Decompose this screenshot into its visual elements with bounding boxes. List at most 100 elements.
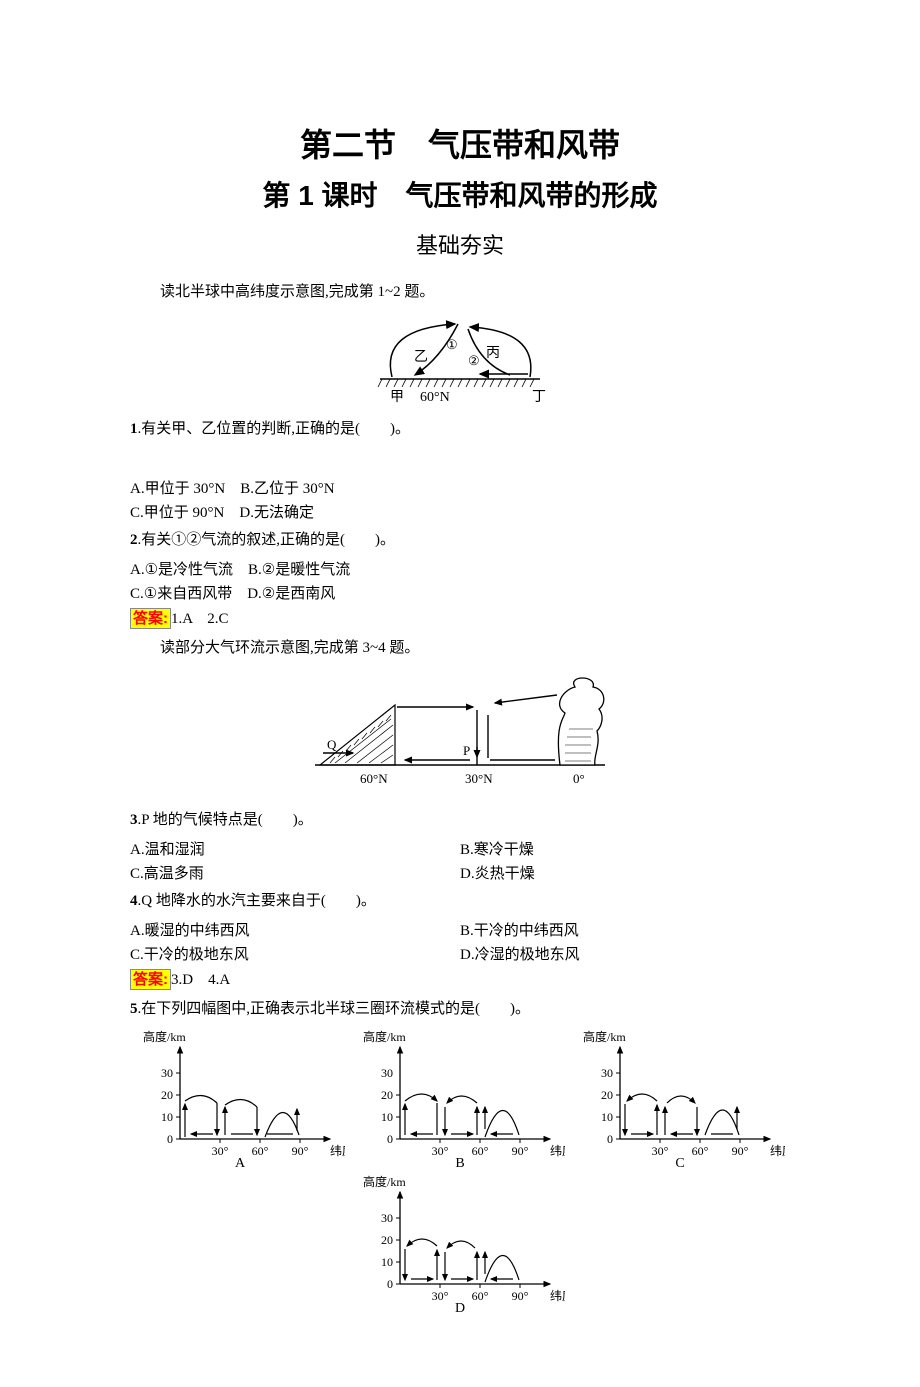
q3-optC: C.高温多雨 <box>130 862 460 883</box>
q3-num: 3 <box>130 812 138 828</box>
chartB-x0: 30° <box>432 1144 449 1158</box>
q1-optA: A.甲位于 30°N <box>130 481 225 497</box>
q1-blank <box>130 447 790 471</box>
q4-optC: C.干冷的极地东风 <box>130 943 460 964</box>
q3-optA: A.温和湿润 <box>130 838 460 859</box>
chartC-xlabel: 纬度 <box>770 1143 785 1158</box>
chartC-y3: 30 <box>601 1066 613 1080</box>
fig2-Q: Q <box>327 737 337 752</box>
q5-body: .在下列四幅图中,正确表示北半球三圈环流模式的是( )。 <box>138 1001 531 1017</box>
chartC-x1: 60° <box>692 1144 709 1158</box>
sub-title: 第 1 课时 气压带和风带的形成 <box>130 174 790 214</box>
fig2-lat0: 0° <box>573 771 585 786</box>
chartB-y0: 0 <box>387 1132 393 1146</box>
q2-text: 2.有关①②气流的叙述,正确的是( )。 <box>130 528 790 552</box>
chartA-y2: 20 <box>161 1088 173 1102</box>
chartB-x2: 90° <box>512 1144 529 1158</box>
q1-opts-ab: A.甲位于 30°N B.乙位于 30°N <box>130 477 790 498</box>
chartA-y1: 10 <box>161 1110 173 1124</box>
q2-optB: B.②是暖性气流 <box>248 562 350 578</box>
q4-text: 4.Q 地降水的水汽主要来自于( )。 <box>130 889 790 913</box>
q2-opts-cd: C.①来自西风带 D.②是西南风 <box>130 582 790 603</box>
chartC-y0: 0 <box>607 1132 613 1146</box>
figure-1: 甲 60°N 丁 乙 ① ② 丙 <box>130 309 790 409</box>
chartC-x2: 90° <box>732 1144 749 1158</box>
chartA-label: A <box>235 1156 246 1169</box>
q4-body: .Q 地降水的水汽主要来自于( )。 <box>138 893 376 909</box>
fig2-lat30: 30°N <box>465 771 493 786</box>
q1-optC: C.甲位于 90°N <box>130 505 224 521</box>
q4-optA: A.暖湿的中纬西风 <box>130 919 460 940</box>
chartA-y0: 0 <box>167 1132 173 1146</box>
figure-2: Q P 60°N 30°N 0° <box>130 665 790 800</box>
chartB-xlabel: 纬度 <box>550 1143 565 1158</box>
fig2-P: P <box>463 743 470 758</box>
chartB-y3: 30 <box>381 1066 393 1080</box>
fig1-label-bing: 丙 <box>486 346 500 361</box>
chartD-y1: 10 <box>381 1255 393 1269</box>
q1-num: 1 <box>130 421 138 437</box>
q3-text: 3.P 地的气候特点是( )。 <box>130 808 790 832</box>
main-title: 第二节 气压带和风带 <box>130 120 790 166</box>
chart-A: 高度/km 0 10 20 30 30° 60° 90° 纬度 <box>130 1029 350 1174</box>
ans12-label: 答案: <box>130 608 171 629</box>
chartD-x0: 30° <box>432 1289 449 1303</box>
fig1-label-ding: 丁 <box>532 390 546 404</box>
ans12: 答案:1.A 2.C <box>130 607 790 628</box>
fig1-label-mark1: ① <box>446 337 458 352</box>
q2-num: 2 <box>130 532 138 548</box>
ans34-label: 答案: <box>130 969 171 990</box>
chart-C: 高度/km 0 10 20 30 30° 60° 90° 纬度 <box>570 1029 790 1174</box>
chart-D: 高度/km 0 10 20 30 30° 60° 90° 纬度 <box>350 1174 570 1319</box>
q5-num: 5 <box>130 1001 138 1017</box>
chartB-x1: 60° <box>472 1144 489 1158</box>
chartA-y3: 30 <box>161 1066 173 1080</box>
section-title: 基础夯实 <box>130 228 790 260</box>
chartA-ylabel: 高度/km <box>143 1029 186 1044</box>
q3-body: .P 地的气候特点是( )。 <box>138 812 313 828</box>
q4-optB: B.干冷的中纬西风 <box>460 919 790 940</box>
q1-text: 1.有关甲、乙位置的判断,正确的是( )。 <box>130 417 790 441</box>
ans12-text: 1.A 2.C <box>171 611 229 627</box>
q4-optD: D.冷湿的极地东风 <box>460 943 790 964</box>
fig1-label-lat: 60°N <box>420 390 450 404</box>
q4-opts-row2: C.干冷的极地东风 D.冷湿的极地东风 <box>130 943 790 964</box>
q2-optA: A.①是冷性气流 <box>130 562 233 578</box>
chartA-xlabel: 纬度 <box>330 1143 345 1158</box>
q3-optB: B.寒冷干燥 <box>460 838 790 859</box>
q1-body: .有关甲、乙位置的判断,正确的是( )。 <box>138 421 411 437</box>
chartD-x1: 60° <box>472 1289 489 1303</box>
ans34-text: 3.D 4.A <box>171 972 230 988</box>
chartA-x1: 60° <box>252 1144 269 1158</box>
q1-optD: D.无法确定 <box>239 505 314 521</box>
fig1-label-yi: 乙 <box>414 349 428 365</box>
chartC-x0: 30° <box>652 1144 669 1158</box>
q2-body: .有关①②气流的叙述,正确的是( )。 <box>138 532 396 548</box>
chartA-x2: 90° <box>292 1144 309 1158</box>
chartD-ylabel: 高度/km <box>363 1174 406 1189</box>
chartD-y0: 0 <box>387 1277 393 1291</box>
chart-B: 高度/km 0 10 20 <.line x1="41" y1="44" x2=… <box>350 1029 570 1174</box>
fig1-label-jia: 甲 <box>390 390 404 404</box>
chartB-y1: 10 <box>381 1110 393 1124</box>
chartC-ylabel: 高度/km <box>583 1029 626 1044</box>
q2-opts-ab: A.①是冷性气流 B.②是暖性气流 <box>130 558 790 579</box>
q5-text: 5.在下列四幅图中,正确表示北半球三圈环流模式的是( )。 <box>130 997 790 1021</box>
q1-opts-cd: C.甲位于 90°N D.无法确定 <box>130 501 790 522</box>
chartC-y1: 10 <box>601 1110 613 1124</box>
chartB-label: B <box>455 1156 464 1169</box>
charts-grid: 高度/km 0 10 20 30 30° 60° 90° 纬度 <box>130 1029 790 1319</box>
q2-optC: C.①来自西风带 <box>130 586 232 602</box>
q1-optB: B.乙位于 30°N <box>240 481 334 497</box>
chartB-y2: 20 <box>381 1088 393 1102</box>
chartD-label: D <box>455 1301 465 1314</box>
q4-num: 4 <box>130 893 138 909</box>
fig1-instruction: 读北半球中高纬度示意图,完成第 1~2 题。 <box>130 280 790 301</box>
q3-opts-row1: A.温和湿润 B.寒冷干燥 <box>130 838 790 859</box>
ans34: 答案:3.D 4.A <box>130 968 790 989</box>
chartD-y3: 30 <box>381 1211 393 1225</box>
chartB-ylabel: 高度/km <box>363 1029 406 1044</box>
fig2-instruction: 读部分大气环流示意图,完成第 3~4 题。 <box>130 636 790 657</box>
chartD-x2: 90° <box>512 1289 529 1303</box>
q3-opts-row2: C.高温多雨 D.炎热干燥 <box>130 862 790 883</box>
